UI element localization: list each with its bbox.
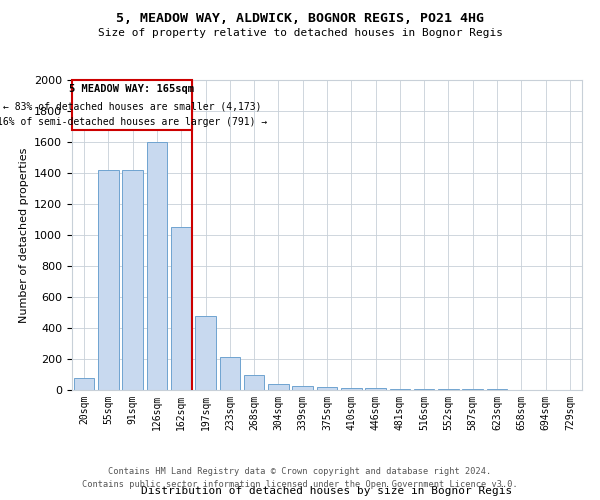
Bar xyxy=(74,378,94,390)
Text: 5, MEADOW WAY, ALDWICK, BOGNOR REGIS, PO21 4HG: 5, MEADOW WAY, ALDWICK, BOGNOR REGIS, PO… xyxy=(116,12,484,26)
Bar xyxy=(438,389,459,390)
Text: 16% of semi-detached houses are larger (791) →: 16% of semi-detached houses are larger (… xyxy=(0,117,267,127)
Text: Contains HM Land Registry data © Crown copyright and database right 2024.: Contains HM Land Registry data © Crown c… xyxy=(109,467,491,476)
Bar xyxy=(292,386,313,390)
Bar xyxy=(365,388,386,390)
Bar xyxy=(98,170,119,390)
Bar xyxy=(195,316,216,390)
Text: 5 MEADOW WAY: 165sqm: 5 MEADOW WAY: 165sqm xyxy=(70,84,194,94)
Bar xyxy=(463,389,483,390)
Bar xyxy=(389,389,410,390)
Text: Size of property relative to detached houses in Bognor Regis: Size of property relative to detached ho… xyxy=(97,28,503,38)
Bar xyxy=(72,80,191,130)
Bar xyxy=(122,170,143,390)
Text: Contains public sector information licensed under the Open Government Licence v3: Contains public sector information licen… xyxy=(82,480,518,489)
Bar xyxy=(414,389,434,390)
Text: ← 83% of detached houses are smaller (4,173): ← 83% of detached houses are smaller (4,… xyxy=(2,102,261,112)
Bar xyxy=(341,388,362,390)
Bar xyxy=(268,384,289,390)
Bar xyxy=(220,358,240,390)
Bar xyxy=(317,387,337,390)
Y-axis label: Number of detached properties: Number of detached properties xyxy=(19,148,29,322)
X-axis label: Distribution of detached houses by size in Bognor Regis: Distribution of detached houses by size … xyxy=(142,486,512,496)
Bar xyxy=(171,227,191,390)
Bar xyxy=(146,142,167,390)
Bar xyxy=(244,374,265,390)
